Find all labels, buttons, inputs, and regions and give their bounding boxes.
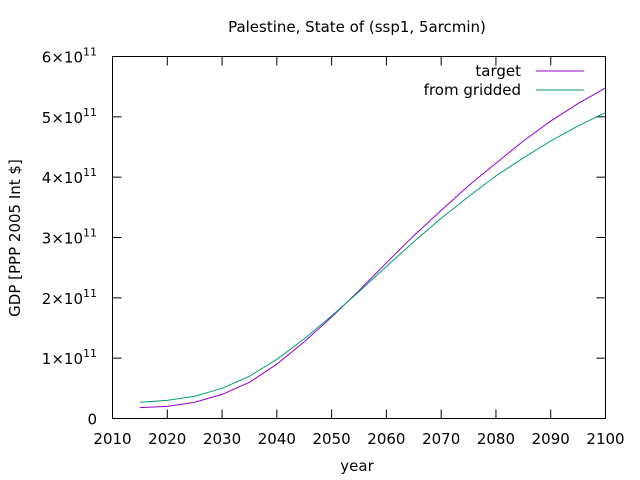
x-tick-label: 2040 [258, 430, 296, 448]
x-tick-label: 2030 [203, 430, 241, 448]
y-axis-ticks: 0 1×1011 2×1011 3×1011 4×1011 5×1011 6×1011 [42, 46, 606, 429]
y-tick-label: 3×1011 [42, 227, 97, 248]
series-line-from-gridded [139, 112, 606, 403]
x-axis-ticks: 2010 2020 2030 2040 2050 2060 2070 2080 2090 2100 [93, 56, 625, 448]
x-tick-label: 2070 [422, 430, 460, 448]
x-tick-label: 2090 [532, 430, 570, 448]
y-tick-label: 1×1011 [42, 347, 97, 368]
y-tick-label: 4×1011 [42, 166, 97, 187]
legend-label: from gridded [424, 81, 521, 99]
x-tick-label: 2060 [367, 430, 405, 448]
series-line-target [139, 87, 606, 409]
y-tick-label: 5×1011 [42, 106, 97, 127]
plot-frame [112, 56, 606, 419]
x-tick-label: 2020 [148, 430, 186, 448]
y-tick-label: 2×1011 [42, 287, 97, 308]
legend-label: target [475, 62, 521, 80]
y-axis-label: GDP [PPP 2005 Int $] [6, 159, 24, 317]
x-tick-label: 2010 [93, 430, 131, 448]
y-tick-label: 0 [87, 411, 97, 429]
x-tick-label: 2100 [586, 430, 624, 448]
chart-title: Palestine, State of (ssp1, 5arcmin) [228, 18, 486, 36]
x-tick-label: 2050 [313, 430, 351, 448]
y-tick-label: 6×1011 [42, 46, 97, 67]
x-tick-label: 2080 [477, 430, 515, 448]
series-lines [139, 87, 606, 409]
x-axis-label: year [340, 457, 374, 475]
